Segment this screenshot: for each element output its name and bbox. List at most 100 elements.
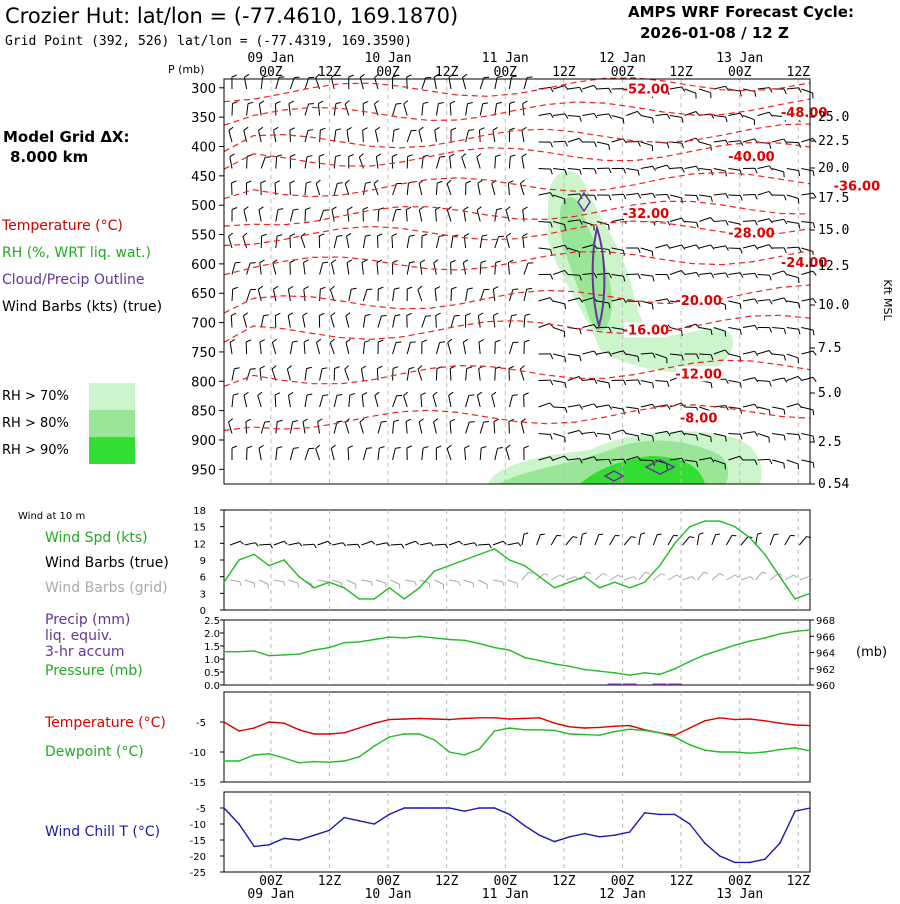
surface-barb-true bbox=[274, 541, 288, 549]
wind-barb bbox=[393, 394, 402, 409]
wind-barb-flag bbox=[528, 261, 533, 265]
wind-barb bbox=[522, 154, 529, 169]
wind-barb-flag bbox=[638, 248, 640, 253]
wind-barb-staff bbox=[787, 404, 799, 407]
wind-barb-flag bbox=[417, 286, 422, 290]
wind-barb-staff bbox=[743, 139, 755, 142]
wind-barb-flag bbox=[362, 260, 367, 263]
wind-barb-staff bbox=[404, 104, 408, 115]
wind-barb-flag bbox=[331, 445, 336, 448]
wind-barb-staff bbox=[641, 275, 653, 277]
wind-barb-staff bbox=[363, 130, 364, 142]
surface-barb-true bbox=[391, 544, 404, 549]
wind-barb bbox=[699, 273, 714, 280]
surface-barb-flag bbox=[255, 542, 258, 546]
wind-barb-flag bbox=[303, 260, 308, 263]
wind-barb-flag bbox=[696, 272, 699, 277]
wind-barb bbox=[670, 270, 685, 279]
pressure-tick-label: 850 bbox=[191, 405, 216, 420]
temperature-line-point bbox=[584, 727, 586, 729]
temperature-contour bbox=[224, 221, 810, 245]
surface-barb-staff bbox=[288, 543, 299, 545]
wind-barb bbox=[246, 181, 251, 195]
surface-barb-grid bbox=[726, 574, 738, 583]
wind-barb bbox=[347, 127, 354, 142]
wind-barb-flag bbox=[522, 101, 527, 104]
surface-barb-staff bbox=[318, 541, 328, 545]
wind-barb-flag bbox=[609, 195, 611, 200]
surface-barb-true bbox=[420, 542, 434, 549]
wind-barb-flag bbox=[363, 207, 368, 209]
time-label-bottom: 12Z bbox=[787, 874, 811, 889]
wind-barb-staff bbox=[801, 407, 813, 410]
wind-barb-staff bbox=[670, 218, 682, 221]
wind-barb bbox=[243, 207, 251, 222]
wind-barb-staff bbox=[419, 210, 421, 222]
wind-barb-flag bbox=[407, 75, 412, 77]
wind-barb-flag bbox=[379, 446, 384, 449]
wind-barb-flag bbox=[667, 114, 670, 119]
surface-barb-true bbox=[580, 532, 586, 545]
wind-barb-flag bbox=[479, 128, 484, 130]
wind-barb-flag bbox=[812, 463, 815, 468]
grid-barb-flag bbox=[239, 582, 242, 586]
wind-chill-line-point bbox=[238, 823, 240, 825]
wind-barb bbox=[758, 112, 773, 121]
wind-barb-staff bbox=[758, 191, 769, 195]
wind-barb-staff bbox=[728, 328, 740, 330]
pressure-line-point bbox=[389, 636, 391, 638]
wind-barb-staff bbox=[641, 116, 653, 118]
wind-barb-staff bbox=[290, 183, 291, 195]
wind-speed-line-point bbox=[404, 598, 406, 600]
wind-barb-staff bbox=[232, 289, 233, 301]
wind-barb-flag bbox=[235, 261, 240, 264]
wind-barb bbox=[435, 127, 442, 142]
wind-barb bbox=[435, 207, 441, 221]
wind-barb bbox=[290, 208, 298, 223]
wind-barb bbox=[539, 380, 553, 385]
wind-barb bbox=[626, 111, 641, 120]
surface-barb-grid bbox=[756, 571, 767, 583]
wind-barb-staff bbox=[419, 183, 422, 195]
grid-barb-staff bbox=[756, 572, 762, 580]
surface-barb-staff bbox=[785, 535, 791, 545]
wind-barb bbox=[378, 314, 387, 329]
wind-barb-flag bbox=[408, 155, 413, 157]
wind-barb bbox=[494, 419, 500, 433]
wind-barb bbox=[699, 244, 714, 252]
wind-barb-flag bbox=[623, 429, 626, 434]
wind-barb bbox=[393, 341, 402, 356]
wind-chill-line-point bbox=[554, 841, 556, 843]
wind-barb-staff bbox=[685, 89, 696, 93]
wind-barb-flag bbox=[755, 351, 758, 356]
wind-barb bbox=[480, 420, 489, 435]
temp-ytick-label: -10 bbox=[190, 748, 206, 759]
surface-barb-grid bbox=[785, 574, 797, 583]
wind-barb bbox=[436, 102, 443, 117]
wind-barb-flag bbox=[306, 181, 311, 183]
wind-barb bbox=[509, 102, 514, 116]
wind-barb-flag bbox=[392, 154, 397, 156]
wind-barb bbox=[420, 260, 427, 275]
wind-speed-line-point bbox=[223, 581, 225, 583]
wind-barb bbox=[422, 340, 427, 354]
wind-barb bbox=[772, 270, 787, 279]
surface-barb-true bbox=[347, 544, 360, 549]
wind-barb-staff bbox=[304, 263, 305, 275]
wind-barb bbox=[567, 116, 581, 122]
surface-barb-staff bbox=[464, 543, 475, 545]
wind-barb-staff bbox=[407, 263, 409, 275]
surface-barb-staff bbox=[580, 534, 582, 545]
wind-barb-flag bbox=[524, 393, 529, 395]
grid-barb-staff bbox=[770, 574, 778, 580]
wind-barb-flag bbox=[290, 234, 295, 236]
wind-barb-staff bbox=[331, 448, 334, 460]
wind-barb bbox=[334, 393, 342, 408]
wind-barb-flag bbox=[323, 261, 328, 264]
grid-point-subtitle: Grid Point (392, 526) lat/lon = (-77.431… bbox=[5, 34, 412, 49]
wind-barb bbox=[303, 419, 310, 434]
wind-barb-flag bbox=[812, 330, 815, 335]
wind-barb bbox=[290, 154, 295, 168]
grid-barb-flag bbox=[735, 574, 739, 578]
wind-speed-line-point bbox=[328, 581, 330, 583]
